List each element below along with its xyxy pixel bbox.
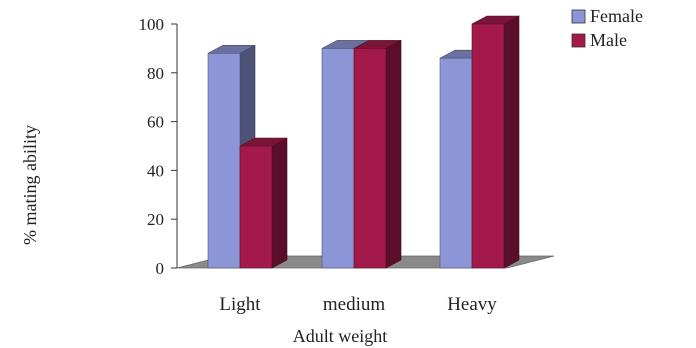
x-tick-label: medium (323, 294, 385, 315)
plot-area (176, 15, 555, 269)
bar-front (207, 52, 241, 269)
x-tick-label: Heavy (447, 294, 497, 315)
x-axis-title: Adult weight (293, 326, 388, 346)
bar-front (353, 48, 387, 269)
bar-side (385, 39, 402, 269)
legend-label-male: Male (590, 30, 627, 50)
y-tick-label: 20 (147, 210, 164, 229)
bar-front (239, 145, 273, 269)
bar-male-medium (353, 39, 402, 269)
bar-side (271, 137, 288, 269)
x-axis-ticks: Light medium Heavy (219, 294, 497, 315)
bar-male-light (239, 137, 288, 269)
legend-swatch-female (571, 9, 586, 24)
bar-male-heavy (471, 15, 520, 269)
bar-front (439, 57, 473, 269)
y-tick-label: 0 (156, 259, 165, 278)
x-tick-label: Light (219, 294, 261, 315)
legend: Female Male (571, 6, 643, 50)
y-tick-label: 100 (139, 15, 165, 34)
legend-label-female: Female (590, 6, 643, 26)
y-axis-title: % mating ability (20, 125, 40, 245)
bar-front (471, 23, 505, 269)
y-tick-label: 60 (147, 113, 164, 132)
y-tick-label: 80 (147, 64, 164, 83)
y-axis-ticks: 0 20 40 60 80 100 (139, 15, 177, 278)
y-tick-label: 40 (147, 161, 164, 180)
legend-swatch-male (571, 33, 586, 48)
bar-side (503, 15, 520, 269)
bar-front (321, 48, 355, 269)
